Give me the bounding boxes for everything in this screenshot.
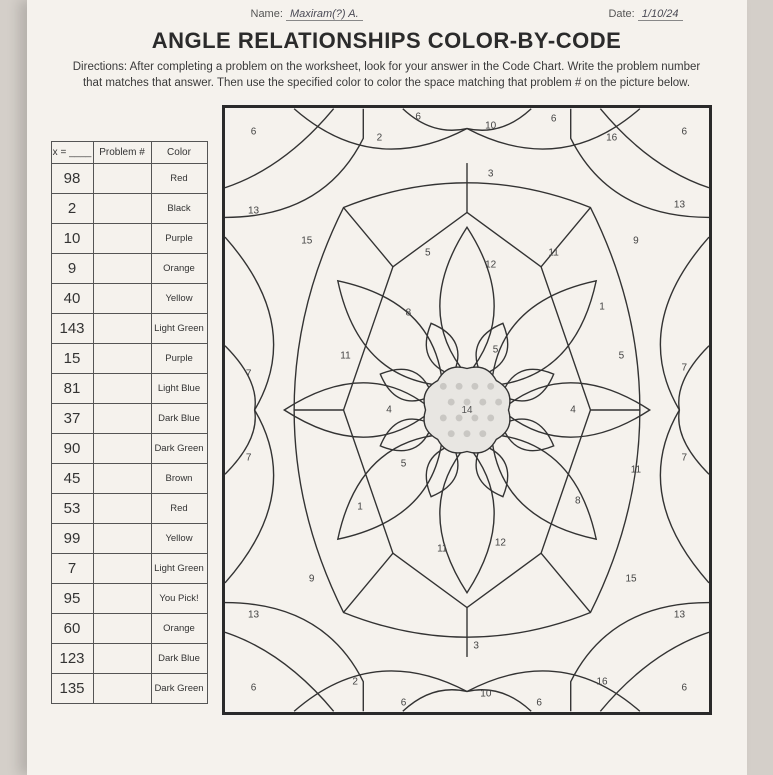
cell-problem[interactable]	[93, 254, 151, 284]
table-row: 9 Orange	[51, 254, 207, 284]
cell-x: 7	[51, 554, 93, 584]
worksheet-page: Name: Maxiram(?) A. Date: 1/10/24 ANGLE …	[27, 0, 747, 775]
cell-x: 10	[51, 224, 93, 254]
cell-problem[interactable]	[93, 344, 151, 374]
table-row: 7 Light Green	[51, 554, 207, 584]
cell-x: 15	[51, 344, 93, 374]
cell-x: 53	[51, 494, 93, 524]
cell-color: Red	[151, 164, 207, 194]
cell-problem[interactable]	[93, 644, 151, 674]
table-row: 10 Purple	[51, 224, 207, 254]
cell-x: 60	[51, 614, 93, 644]
cell-color: Yellow	[151, 284, 207, 314]
cell-problem[interactable]	[93, 164, 151, 194]
table-row: 37 Dark Blue	[51, 404, 207, 434]
cell-color: Dark Blue	[151, 404, 207, 434]
cell-color: Light Blue	[151, 374, 207, 404]
header-color: Color	[151, 142, 207, 164]
header-x: x = ____	[51, 142, 93, 164]
cell-color: You Pick!	[151, 584, 207, 614]
table-row: 60 Orange	[51, 614, 207, 644]
cell-problem[interactable]	[93, 374, 151, 404]
content-row: x = ____ Problem # Color 98 Red 2 Black 10 Pu…	[51, 105, 723, 715]
table-row: 135 Dark Green	[51, 674, 207, 704]
cell-x: 9	[51, 254, 93, 284]
table-row: 81 Light Blue	[51, 374, 207, 404]
cell-problem[interactable]	[93, 224, 151, 254]
cell-problem[interactable]	[93, 314, 151, 344]
cell-color: Black	[151, 194, 207, 224]
table-row: 45 Brown	[51, 464, 207, 494]
cell-problem[interactable]	[93, 194, 151, 224]
cell-problem[interactable]	[93, 494, 151, 524]
cell-x: 99	[51, 524, 93, 554]
cell-x: 143	[51, 314, 93, 344]
name-value: Maxiram(?) A.	[286, 8, 363, 21]
cell-color: Orange	[151, 614, 207, 644]
cell-problem[interactable]	[93, 284, 151, 314]
table-row: 40 Yellow	[51, 284, 207, 314]
code-chart-table: x = ____ Problem # Color 98 Red 2 Black 10 Pu…	[51, 141, 208, 704]
cell-problem[interactable]	[93, 614, 151, 644]
table-row: 99 Yellow	[51, 524, 207, 554]
date-field: Date: 1/10/24	[608, 8, 682, 20]
table-row: 98 Red	[51, 164, 207, 194]
cell-problem[interactable]	[93, 554, 151, 584]
cell-color: Orange	[151, 254, 207, 284]
cell-x: 45	[51, 464, 93, 494]
page-title: ANGLE RELATIONSHIPS COLOR-BY-CODE	[51, 28, 723, 54]
cell-problem[interactable]	[93, 434, 151, 464]
table-row: 123 Dark Blue	[51, 644, 207, 674]
date-label: Date:	[608, 8, 634, 20]
cell-problem[interactable]	[93, 464, 151, 494]
directions-text: Directions: After completing a problem o…	[67, 60, 707, 91]
cell-color: Red	[151, 494, 207, 524]
table-row: 15 Purple	[51, 344, 207, 374]
table-row: 95 You Pick!	[51, 584, 207, 614]
cell-x: 2	[51, 194, 93, 224]
cell-color: Dark Green	[151, 674, 207, 704]
cell-x: 90	[51, 434, 93, 464]
cell-x: 135	[51, 674, 93, 704]
cell-color: Dark Blue	[151, 644, 207, 674]
table-row: 2 Black	[51, 194, 207, 224]
cell-x: 123	[51, 644, 93, 674]
header-problem: Problem #	[93, 142, 151, 164]
table-row: 53 Red	[51, 494, 207, 524]
name-label: Name:	[251, 8, 283, 20]
cell-x: 81	[51, 374, 93, 404]
cell-color: Brown	[151, 464, 207, 494]
coloring-picture: 14 6261061663131315951211811155774475117…	[222, 105, 712, 715]
cell-problem[interactable]	[93, 524, 151, 554]
cell-color: Purple	[151, 344, 207, 374]
cell-color: Yellow	[151, 524, 207, 554]
meta-row: Name: Maxiram(?) A. Date: 1/10/24	[51, 8, 723, 26]
cell-x: 95	[51, 584, 93, 614]
table-row: 90 Dark Green	[51, 434, 207, 464]
svg-text:14: 14	[461, 405, 472, 416]
cell-color: Light Green	[151, 314, 207, 344]
cell-color: Dark Green	[151, 434, 207, 464]
cell-color: Light Green	[151, 554, 207, 584]
cell-color: Purple	[151, 224, 207, 254]
cell-problem[interactable]	[93, 404, 151, 434]
cell-x: 40	[51, 284, 93, 314]
flower-svg: 14	[225, 108, 709, 712]
cell-x: 98	[51, 164, 93, 194]
table-header-row: x = ____ Problem # Color	[51, 142, 207, 164]
cell-problem[interactable]	[93, 674, 151, 704]
table-row: 143 Light Green	[51, 314, 207, 344]
date-value: 1/10/24	[638, 8, 683, 21]
cell-x: 37	[51, 404, 93, 434]
cell-problem[interactable]	[93, 584, 151, 614]
name-field: Name: Maxiram(?) A.	[251, 8, 363, 20]
